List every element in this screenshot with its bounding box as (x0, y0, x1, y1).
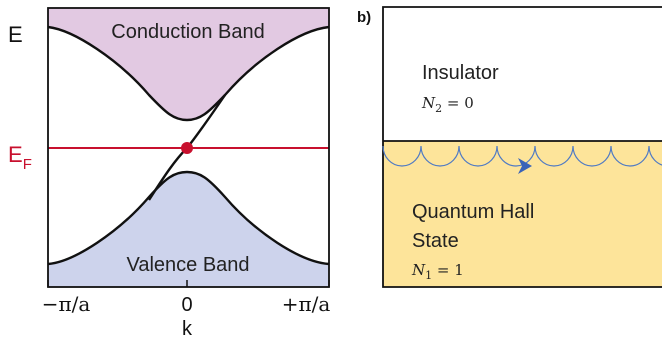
insulator-invariant-sub: 2 (435, 102, 442, 115)
quantum-hall-invariant: N1 = 1 (411, 261, 464, 282)
panel-a: E EF Conduction Band Valence Band −π/a 0… (8, 7, 331, 340)
quantum-hall-label-line2: State (412, 230, 459, 252)
panel-b: b) Insulator N2 = 0 Quantum Hall State N… (357, 6, 662, 288)
k-tick-label-plus: +π/a (282, 292, 331, 316)
fermi-energy-label: EF (8, 142, 32, 173)
insulator-invariant-value: = 0 (442, 94, 474, 112)
k-tick-label-zero: 0 (181, 294, 192, 316)
insulator-invariant: N2 = 0 (421, 94, 474, 115)
panel-b-label: b) (357, 9, 371, 26)
conduction-band-curve (47, 25, 330, 122)
insulator-label: Insulator (422, 62, 499, 84)
fermi-crossing-dot (181, 142, 193, 154)
fermi-label-sub: F (23, 156, 32, 173)
insulator-invariant-symbol: N (421, 94, 436, 112)
plot-frame (47, 7, 330, 288)
qh-invariant-symbol: N (411, 261, 426, 279)
valence-band-label: Valence Band (126, 254, 249, 276)
conduction-band-region (48, 8, 329, 120)
k-tick-label-minus: −π/a (42, 292, 91, 316)
fermi-label-main: E (8, 142, 23, 167)
conduction-band-label: Conduction Band (111, 21, 264, 43)
quantum-hall-label-line1: Quantum Hall (412, 201, 534, 223)
energy-axis-label: E (8, 22, 23, 47)
edge-current-arrow (518, 158, 532, 174)
qh-invariant-value: = 1 (432, 261, 464, 279)
valence-band-curve (47, 170, 330, 266)
edge-skipping-orbits (382, 145, 662, 167)
qh-invariant-sub: 1 (425, 269, 432, 282)
k-axis-label: k (182, 318, 193, 340)
valence-band-region (48, 172, 329, 287)
